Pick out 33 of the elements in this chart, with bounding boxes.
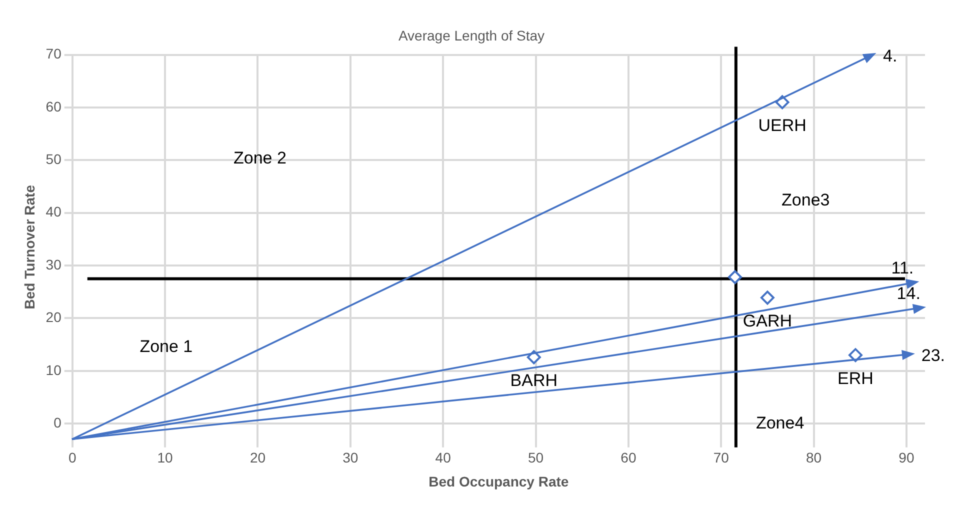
annotation: BARH bbox=[510, 370, 558, 390]
annotation: Zone3 bbox=[782, 190, 830, 210]
annotation: 23. bbox=[921, 346, 945, 366]
x-tick-label: 60 bbox=[620, 450, 636, 466]
x-axis-title: Bed Occupancy Rate bbox=[428, 473, 569, 490]
y-axis-title: Bed Turnover Rate bbox=[21, 184, 38, 310]
annotation: 14. bbox=[896, 284, 920, 304]
annotation: Zone 2 bbox=[233, 148, 286, 168]
x-tick-label: 50 bbox=[528, 450, 544, 466]
x-tick-label: 90 bbox=[898, 450, 914, 466]
annotation: Zone4 bbox=[756, 414, 804, 433]
y-tick-label: 30 bbox=[46, 256, 62, 272]
annotation: 4. bbox=[882, 46, 898, 66]
annotation: UERH bbox=[758, 116, 806, 135]
x-tick-label: 0 bbox=[68, 450, 76, 466]
x-tick-label: 80 bbox=[806, 450, 822, 466]
y-tick-label: 20 bbox=[46, 309, 62, 326]
y-tick-label: 10 bbox=[46, 362, 62, 378]
x-tick-label: 40 bbox=[435, 450, 452, 466]
y-tick-label: 70 bbox=[46, 46, 62, 62]
annotation: 11. bbox=[891, 258, 914, 278]
y-tick-label: 50 bbox=[46, 151, 62, 168]
chart-title: Average Length of Stay bbox=[398, 27, 545, 44]
x-tick-label: 70 bbox=[713, 450, 730, 466]
annotation: GARH bbox=[742, 311, 792, 330]
y-tick-label: 60 bbox=[46, 98, 62, 114]
y-tick-label: 40 bbox=[46, 204, 62, 220]
x-tick-label: 10 bbox=[157, 450, 174, 466]
annotation: ERH bbox=[838, 368, 874, 388]
annotation: Zone 1 bbox=[140, 336, 193, 356]
x-tick-label: 30 bbox=[342, 450, 358, 466]
y-tick-label: 0 bbox=[54, 414, 62, 430]
x-tick-label: 20 bbox=[250, 450, 266, 466]
